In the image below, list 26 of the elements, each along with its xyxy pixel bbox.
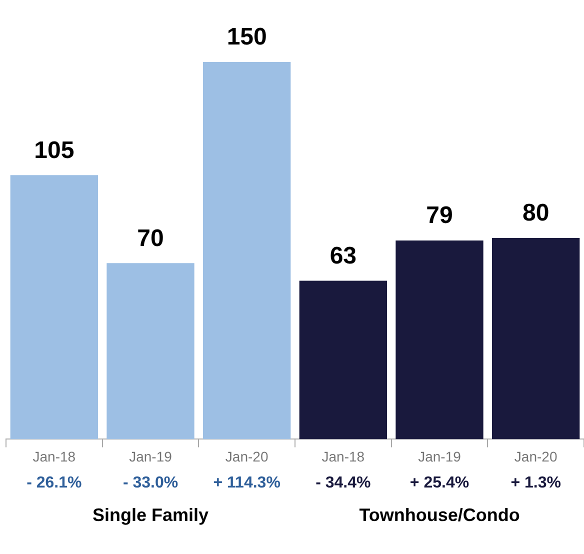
text: + 114.3% <box>213 474 280 492</box>
x-tick-label: Jan-18 <box>322 448 365 464</box>
text: - 34.4% <box>316 474 371 492</box>
text: - 26.1% <box>26 474 82 492</box>
bar <box>10 175 98 440</box>
data-label: 63 <box>330 242 357 270</box>
x-tick-label: Jan-20 <box>225 448 268 464</box>
bar <box>203 62 291 440</box>
x-tick-label: Jan-20 <box>514 448 558 464</box>
text: - 33.0% <box>122 474 178 492</box>
bar <box>492 238 580 440</box>
data-label: 80 <box>522 200 550 227</box>
data-label: 150 <box>226 24 267 51</box>
data-label: 79 <box>426 202 453 230</box>
text: Townhouse/Condo <box>359 505 520 526</box>
x-tick-label: Jan-19 <box>418 448 462 464</box>
text: + 1.3% <box>510 474 561 492</box>
x-tick-label: Jan-18 <box>32 448 76 464</box>
data-label: 105 <box>34 136 74 164</box>
text: Single Family <box>92 505 209 526</box>
data-label: 70 <box>137 224 164 252</box>
bar <box>106 263 194 440</box>
text: + 25.4% <box>410 474 470 492</box>
x-tick-label: Jan-19 <box>129 448 172 464</box>
bar <box>299 280 387 440</box>
bar <box>396 240 484 440</box>
